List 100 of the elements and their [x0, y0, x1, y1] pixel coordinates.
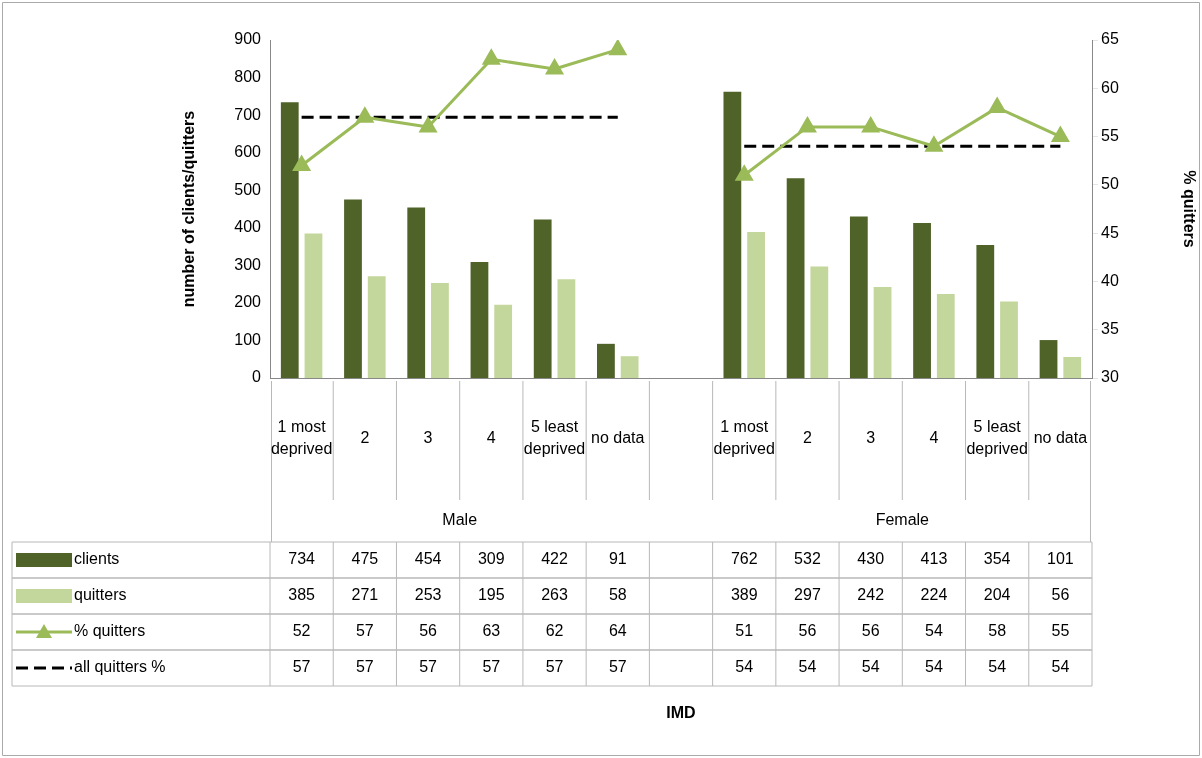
text: Male [442, 511, 478, 529]
bar [873, 287, 892, 378]
x-tick-label: 1 most deprived [270, 418, 333, 458]
x-tick-label: 5 least deprived [523, 418, 586, 458]
bar [620, 356, 639, 378]
data-label: 56 [419, 622, 438, 640]
y-tick-label: 800 [234, 67, 262, 85]
text: IMD [666, 704, 696, 722]
data-label: 54 [861, 658, 880, 676]
data-label: 422 [541, 550, 568, 568]
data-label: 57 [419, 658, 438, 676]
bar [407, 207, 426, 378]
y-tick-label: 0 [252, 368, 262, 386]
x-tick-label: 2 [360, 429, 370, 447]
bar [431, 282, 449, 378]
x-tick-label: 5 least deprived [966, 418, 1028, 458]
point [609, 40, 627, 56]
y-tick-label: 100 [234, 330, 262, 348]
data-label: 56 [861, 622, 880, 640]
x-tick-label: 1 most deprived [713, 418, 775, 458]
y2-tick-label: 45 [1101, 223, 1119, 241]
bar [494, 304, 513, 378]
y2-tick-label: 50 [1101, 175, 1119, 193]
bar [367, 276, 386, 378]
data-label: 57 [482, 658, 501, 676]
data-label: 454 [414, 550, 442, 568]
bar [810, 266, 829, 378]
x-tick-label: 3 [423, 429, 433, 447]
x-tick-label: no data [591, 429, 645, 447]
data-label: 762 [730, 550, 758, 568]
data-label: 224 [920, 586, 948, 604]
data-label: 54 [988, 658, 1007, 676]
data-label: 389 [730, 586, 758, 604]
data-label: 532 [794, 550, 821, 568]
data-label: 54 [1051, 658, 1070, 676]
point [419, 117, 437, 133]
data-label: 51 [735, 622, 754, 640]
data-label: 195 [477, 586, 505, 604]
data-label: 354 [983, 550, 1011, 568]
data-label: 57 [355, 658, 374, 676]
y-tick-label: 500 [234, 180, 262, 198]
bar [1063, 356, 1082, 378]
data-label: 55 [1051, 622, 1070, 640]
bar [786, 178, 805, 378]
data-label: 385 [288, 586, 316, 604]
x-tick-label: 4 [486, 429, 496, 447]
y-tick-label: 400 [234, 218, 262, 236]
x-tick-label: no data [1033, 429, 1088, 447]
y2-tick-label: 35 [1101, 320, 1119, 338]
data-label: 54 [798, 658, 817, 676]
x-tick-label: 3 [866, 429, 876, 447]
x-tick-label: 4 [929, 429, 939, 447]
y-tick-label: 300 [234, 255, 262, 273]
y2-tick-label: 30 [1101, 368, 1119, 386]
data-label: 413 [920, 550, 948, 568]
y-tick-label: 700 [234, 105, 262, 123]
y2-tick-label: 55 [1101, 126, 1119, 144]
bar [344, 199, 362, 378]
y-axis-title: number of clients/quitters [180, 110, 198, 308]
text: Female [875, 511, 930, 529]
bar [557, 279, 576, 378]
data-label: 58 [988, 622, 1007, 640]
y2-tick-label: 65 [1101, 30, 1119, 48]
bar [913, 222, 931, 378]
bar [976, 245, 995, 378]
data-label: 91 [608, 550, 627, 568]
data-label: 297 [794, 586, 821, 604]
data-label: 57 [608, 658, 627, 676]
bar [280, 102, 299, 378]
legend-label: all quitters % [74, 658, 166, 676]
data-label: 263 [541, 586, 568, 604]
legend-label: quitters [74, 586, 127, 604]
legend-label: clients [74, 550, 120, 568]
point [735, 165, 753, 181]
data-label: 101 [1047, 550, 1074, 568]
bar [470, 261, 489, 378]
data-label: 475 [351, 550, 379, 568]
point [988, 98, 1006, 114]
bar [304, 233, 323, 378]
y-tick-label: 200 [234, 293, 262, 311]
data-label: 57 [355, 622, 374, 640]
data-label: 271 [351, 586, 379, 604]
data-label: 63 [482, 622, 501, 640]
bar [849, 216, 868, 378]
data-label: 54 [925, 658, 943, 676]
data-label: 52 [292, 622, 311, 640]
data-label: 57 [545, 658, 564, 676]
x-tick-label: 2 [803, 429, 813, 447]
point [1051, 127, 1069, 143]
bar [936, 293, 955, 378]
data-label: 309 [477, 550, 505, 568]
bar [533, 219, 552, 378]
y2-tick-label: 40 [1101, 271, 1119, 289]
point [482, 49, 500, 65]
point [925, 136, 943, 152]
data-label: 253 [414, 586, 442, 604]
legend-label: % quitters [74, 622, 146, 640]
data-label: 62 [545, 622, 564, 640]
point [862, 117, 880, 133]
data-label: 56 [798, 622, 817, 640]
